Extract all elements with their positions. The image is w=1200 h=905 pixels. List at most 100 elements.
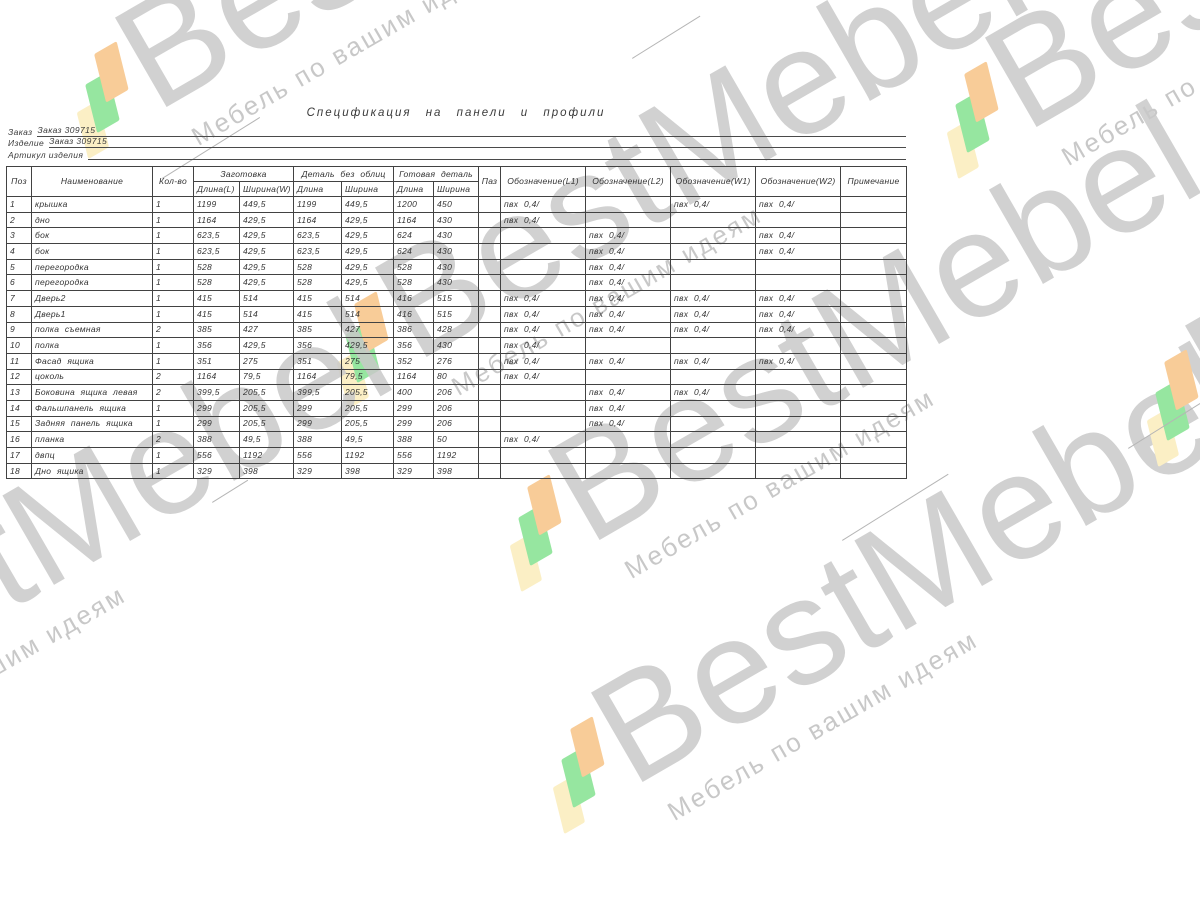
cell-blank-length: 399,5 [193,384,240,401]
cell-name: Боковина ящика левая [31,384,153,401]
cell-ready-width: 515 [433,305,480,323]
cell-edge-l2: пвх 0,4/ [585,305,672,323]
cell-blank-length: 388 [193,431,240,448]
cell-edge-l2 [585,431,672,448]
cell-ready-length: 528 [393,274,435,292]
cell-blank-width: 429,5 [238,337,295,354]
cell-blank-width: 79,5 [238,368,295,386]
cell-pos: 7 [6,290,32,307]
col-header-detail-width: Ширина [341,181,395,197]
cell-edge-w2 [755,337,842,354]
cell-detail-width: 429,5 [341,258,395,276]
cell-ready-width: 430 [433,211,480,229]
cell-pos: 11 [6,352,32,370]
cell-blank-width: 449,5 [238,196,295,213]
cell-groove [478,274,502,292]
table-row: 4 бок 1 623,5 429,5 623,5 429,5 624 430 пвх 0,4/п… [6,243,908,260]
cell-edge-l1: пвх 0,4/ [500,290,587,307]
cell-note [840,211,908,229]
cell-blank-length: 528 [193,258,240,276]
cell-edge-w2 [755,384,842,401]
cell-blank-width: 429,5 [238,274,295,292]
cell-detail-width: 205,5 [341,399,395,417]
cell-edge-l2 [585,337,672,354]
cell-edge-w2 [755,211,842,229]
col-header-pos: Поз [6,166,32,197]
cell-name: перегородка [31,258,153,276]
cell-pos: 12 [6,368,32,386]
cell-blank-length: 1164 [193,368,240,386]
cell-qty: 1 [152,211,194,229]
cell-groove [478,258,502,276]
cell-edge-l1 [500,399,587,417]
cell-qty: 1 [152,243,194,260]
cell-edge-w2: пвх 0,4/ [755,227,842,245]
cell-edge-l1 [500,447,587,464]
cell-detail-width: 79,5 [341,368,395,386]
cell-pos: 13 [6,384,32,401]
cell-qty: 1 [152,290,194,307]
cell-blank-width: 429,5 [238,243,295,260]
cell-edge-l1: пвх 0,4/ [500,431,587,448]
cell-blank-length: 623,5 [193,227,240,245]
cell-ready-width: 80 [433,368,480,386]
cell-edge-l2: пвх 0,4/ [585,384,672,401]
cell-groove [478,447,502,464]
cell-edge-l1 [500,384,587,401]
cell-ready-width: 450 [433,196,480,213]
cell-note [840,368,908,386]
cell-groove [478,368,502,386]
cell-detail-length: 623,5 [293,243,343,260]
cell-ready-length: 528 [393,258,435,276]
cell-pos: 9 [6,321,32,339]
cell-ready-width: 206 [433,399,480,417]
cell-groove [478,399,502,417]
cell-edge-w2: пвх 0,4/ [755,243,842,260]
cell-blank-width: 429,5 [238,258,295,276]
cell-qty: 1 [152,415,194,433]
table-row: 6 перегородка 1 528 429,5 528 429,5 528 430 пвх 0… [6,274,908,292]
cell-groove [478,211,502,229]
cell-ready-length: 416 [393,290,435,307]
article-line: Артикул изделия [8,148,906,160]
cell-edge-l2: пвх 0,4/ [585,321,672,339]
table-row: 17 двпц 1 556 1192 556 1192 556 1192 [6,447,908,464]
cell-detail-length: 329 [293,462,343,480]
cell-name: дно [31,211,153,229]
table-row: 12 цоколь 2 1164 79,5 1164 79,5 1164 80 пвх 0,4/ [6,368,908,386]
cell-name: Дверь2 [31,290,153,307]
cell-detail-width: 429,5 [341,337,395,354]
cell-name: Дно ящика [31,462,153,480]
cell-name: бок [31,227,153,245]
cell-edge-w2 [755,258,842,276]
cell-blank-length: 351 [193,352,240,370]
cell-groove [478,462,502,480]
cell-blank-width: 1192 [238,447,295,464]
cell-edge-w1 [670,462,757,480]
cell-edge-l1: пвх 0,4/ [500,305,587,323]
cell-blank-length: 415 [193,290,240,307]
cell-edge-w1 [670,227,757,245]
col-header-ready-length: Длина [393,181,435,197]
cell-detail-length: 388 [293,431,343,448]
cell-note [840,196,908,213]
cell-blank-width: 205,5 [238,415,295,433]
cell-edge-l2: пвх 0,4/ [585,258,672,276]
cell-groove [478,243,502,260]
cell-edge-l2 [585,196,672,213]
col-header-edge-w2: Обозначение(W2) [755,166,842,197]
article-label: Артикул изделия [8,149,84,160]
cell-qty: 2 [152,384,194,401]
col-header-name: Наименование [31,166,153,197]
cell-detail-width: 449,5 [341,196,395,213]
cell-ready-width: 206 [433,415,480,433]
cell-edge-w1: пвх 0,4/ [670,290,757,307]
cell-edge-w2 [755,399,842,417]
cell-blank-width: 427 [238,321,295,339]
cell-pos: 10 [6,337,32,354]
cell-groove [478,290,502,307]
cell-pos: 8 [6,305,32,323]
cell-edge-l1 [500,274,587,292]
table-row: 7 Дверь2 1 415 514 415 514 416 515 пвх 0,4/пвх 0,… [6,290,908,307]
table-row: 3 бок 1 623,5 429,5 623,5 429,5 624 430 пвх 0,4/п… [6,227,908,245]
